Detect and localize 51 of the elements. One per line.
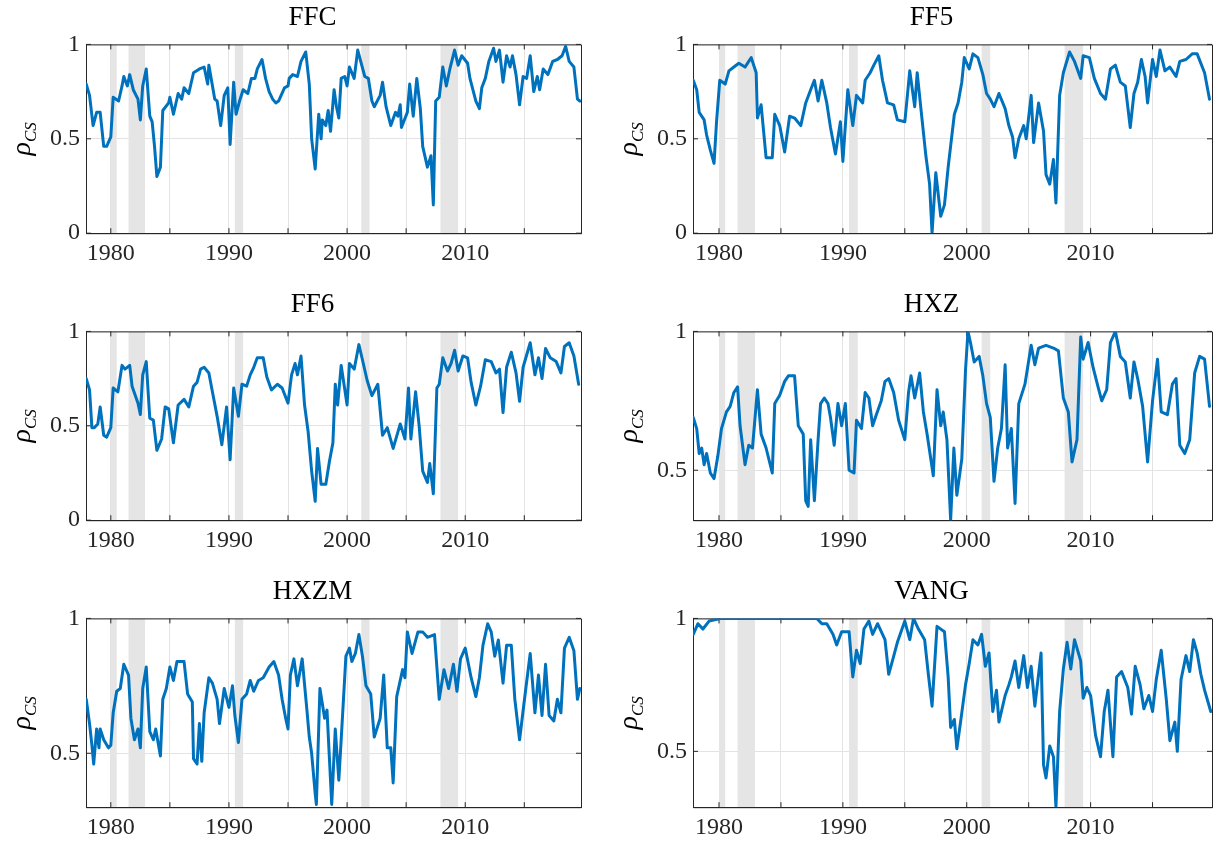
x-tick-label: 1990 bbox=[818, 525, 867, 552]
y-tick-label: 0.5 bbox=[657, 736, 687, 763]
x-tick-label: 1980 bbox=[86, 238, 135, 265]
x-tick-label: 2000 bbox=[942, 525, 991, 552]
x-tick-label: 1990 bbox=[204, 812, 253, 839]
x-tick-label: 1980 bbox=[695, 525, 744, 552]
chart-title: FF6 bbox=[290, 288, 335, 319]
x-tick-label: 2000 bbox=[942, 238, 991, 265]
x-tick-label: 2010 bbox=[441, 525, 490, 552]
x-tick-label: 2000 bbox=[323, 812, 372, 839]
y-tick-label: 0 bbox=[675, 218, 687, 245]
x-tick-label: 1980 bbox=[86, 525, 135, 552]
y-tick-label: 1 bbox=[675, 29, 687, 56]
y-axis-title: ρCS bbox=[5, 695, 40, 731]
x-tick-label: 2010 bbox=[441, 812, 490, 839]
y-axis-title: ρCS bbox=[612, 695, 647, 731]
x-tick-label: 2000 bbox=[323, 238, 372, 265]
x-tick-label: 2000 bbox=[323, 525, 372, 552]
chart-title: VANG bbox=[894, 575, 969, 606]
y-tick-label: 1 bbox=[675, 316, 687, 343]
chart-title: FFC bbox=[288, 1, 337, 32]
x-tick-label: 1990 bbox=[818, 812, 867, 839]
x-tick-label: 1990 bbox=[818, 238, 867, 265]
x-tick-label: 2010 bbox=[1066, 812, 1115, 839]
y-tick-label: 0.5 bbox=[657, 124, 687, 151]
y-tick-label: 1 bbox=[68, 603, 80, 630]
y-axis-title: ρCS bbox=[5, 121, 40, 157]
y-tick-label: 0.5 bbox=[50, 738, 80, 765]
y-tick-label: 1 bbox=[68, 29, 80, 56]
y-tick-label: 1 bbox=[675, 603, 687, 630]
x-tick-label: 2010 bbox=[441, 238, 490, 265]
x-tick-label: 2000 bbox=[942, 812, 991, 839]
y-tick-label: 0.5 bbox=[657, 455, 687, 482]
x-tick-label: 1980 bbox=[695, 238, 744, 265]
y-axis-title: ρCS bbox=[5, 408, 40, 444]
chart-title: FF5 bbox=[909, 1, 954, 32]
x-tick-label: 1990 bbox=[204, 525, 253, 552]
y-axis-title: ρCS bbox=[612, 408, 647, 444]
y-axis-title: ρCS bbox=[612, 121, 647, 157]
x-tick-label: 2010 bbox=[1066, 238, 1115, 265]
y-tick-label: 0 bbox=[68, 218, 80, 245]
x-tick-label: 1990 bbox=[204, 238, 253, 265]
x-tick-label: 1980 bbox=[695, 812, 744, 839]
chart-title: HXZM bbox=[272, 575, 353, 606]
x-tick-label: 2010 bbox=[1066, 525, 1115, 552]
y-tick-label: 1 bbox=[68, 316, 80, 343]
chart-title: HXZ bbox=[903, 288, 960, 319]
y-tick-label: 0.5 bbox=[50, 124, 80, 151]
y-tick-label: 0 bbox=[68, 505, 80, 532]
x-tick-label: 1980 bbox=[86, 812, 135, 839]
y-tick-label: 0.5 bbox=[50, 411, 80, 438]
